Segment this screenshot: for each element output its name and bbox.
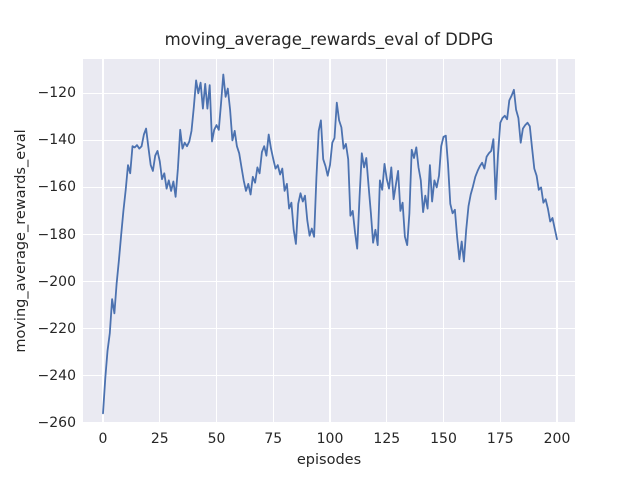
h-gridline — [83, 280, 575, 283]
v-gridline — [272, 59, 274, 423]
y-tick-label: −260 — [37, 414, 76, 431]
h-gridline — [83, 139, 575, 141]
x-tick-label: 175 — [486, 431, 514, 447]
v-gridline — [386, 59, 388, 423]
chart-title: moving_average_rewards_eval of DDPG — [164, 30, 494, 49]
h-gridline — [83, 422, 575, 424]
line-series-svg — [102, 73, 558, 415]
x-tick-label: 150 — [430, 431, 457, 447]
x-tick-label: 25 — [150, 431, 169, 447]
y-axis-label: moving_average_rewards_eval — [13, 129, 29, 353]
y-tick-label: −140 — [37, 132, 76, 149]
y-tick-label: −220 — [37, 320, 76, 337]
x-tick-label: 200 — [543, 431, 571, 447]
x-tick-label: 100 — [316, 431, 344, 447]
x-axis-label: episodes — [296, 452, 362, 468]
h-gridline — [83, 328, 575, 330]
y-tick-label: −120 — [37, 85, 76, 102]
v-gridline — [329, 59, 331, 423]
v-gridline — [499, 59, 501, 423]
v-gridline — [556, 59, 558, 423]
x-tick-label: 50 — [207, 431, 226, 447]
y-tick-label: −240 — [37, 367, 76, 384]
h-gridline — [83, 186, 575, 189]
h-gridline — [83, 92, 575, 94]
reward-line — [102, 73, 558, 415]
x-tick-label: 75 — [264, 431, 283, 447]
v-gridline — [102, 59, 104, 423]
x-tick-label: 125 — [373, 431, 401, 447]
y-tick-label: −200 — [37, 273, 76, 290]
y-tick-label: −160 — [37, 179, 76, 196]
v-gridline — [215, 59, 218, 423]
h-gridline — [83, 375, 575, 377]
y-tick-label: −180 — [37, 226, 76, 243]
x-tick-label: 0 — [98, 431, 108, 447]
v-gridline — [159, 59, 161, 423]
h-gridline — [83, 233, 575, 236]
v-gridline — [442, 59, 445, 423]
plot-area — [83, 59, 575, 424]
